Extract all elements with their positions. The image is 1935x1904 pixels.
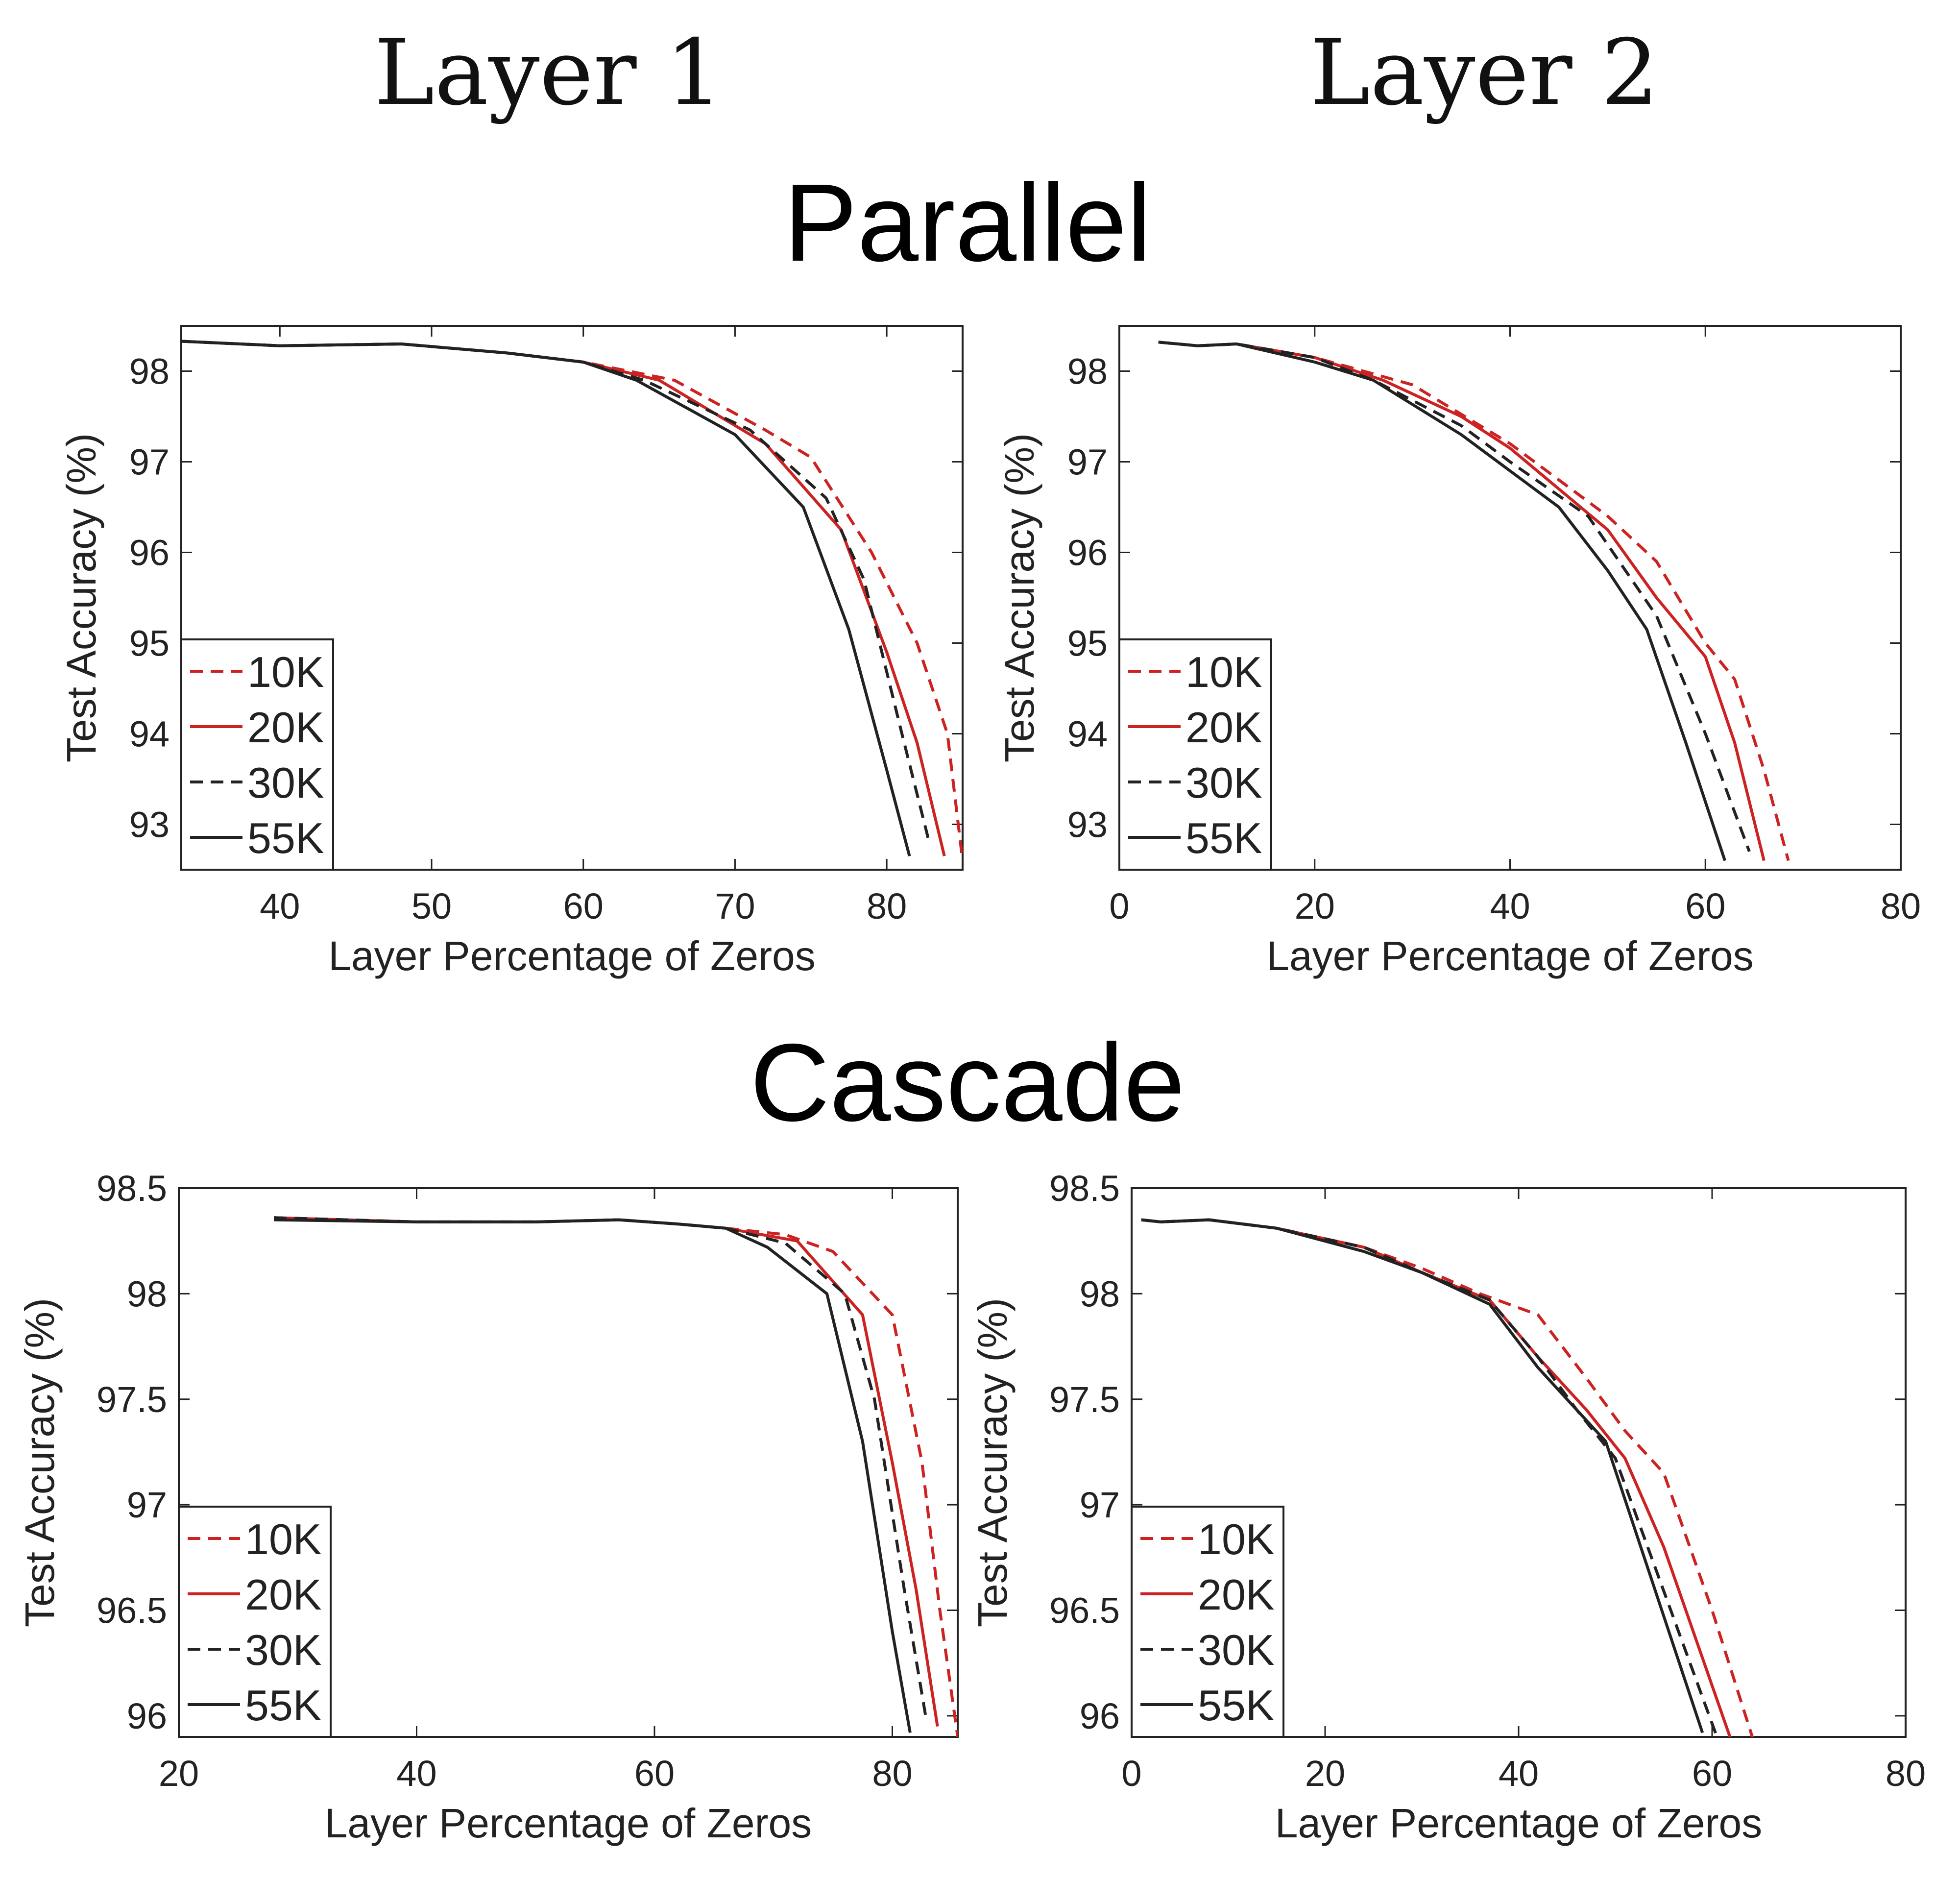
y-tick-label: 96 [1080,1696,1120,1736]
legend-box [178,1506,332,1738]
x-tick-label: 50 [411,886,452,927]
x-tick-label: 70 [715,886,755,927]
legend-label: 55K [1185,814,1262,862]
series-line-55k [274,1218,912,1733]
chart-panel-1: 40 50 60 70 80 93 94 95 96 97 98 Layer Percentage o… [58,325,964,979]
x-tick-label: 60 [1685,886,1725,927]
y-tick-label: 97 [1080,1485,1120,1525]
x-tick-label: 80 [1881,886,1921,927]
x-tick-label: 20 [159,1753,199,1794]
x-tick-label: 80 [867,886,907,927]
series-group [274,1216,958,1737]
legend-box [180,638,334,871]
legend-label: 30K [1185,758,1262,807]
y-tick-label: 94 [1067,714,1108,755]
x-axis-label: Layer Percentage of Zeros [328,933,816,979]
legend-box [1118,638,1272,871]
x-axis-label: Layer Percentage of Zeros [1275,1800,1763,1846]
y-tick-label: 97 [127,1485,167,1525]
x-tick-label: 60 [563,886,604,927]
series-line-55k [1158,341,1726,861]
y-tick-label: 98.5 [97,1168,167,1209]
series-line-55k [181,340,911,856]
x-tick-label: 40 [1499,1753,1539,1794]
legend-label: 10K [245,1515,322,1563]
x-tick-label: 0 [1121,1753,1141,1794]
series-line-10k [274,1216,958,1737]
legend-label: 10K [247,648,324,696]
x-tick-label: 80 [872,1753,912,1794]
y-tick-label: 96.5 [1049,1590,1120,1631]
x-tick-label: 40 [1490,886,1530,927]
legend-label: 55K [247,814,324,862]
series-group [1158,341,1790,861]
x-tick-label: 20 [1295,886,1335,927]
x-tick-label: 40 [260,886,300,927]
x-tick-label: 80 [1886,1753,1926,1794]
y-tick-label: 96.5 [97,1590,167,1631]
y-tick-label: 95 [129,623,169,664]
legend-label: 30K [245,1626,322,1674]
legend: 10K 20K 30K 55K [1118,638,1272,871]
series-line-55k [1141,1218,1704,1733]
chart-panel-4: 0 20 40 60 80 96 96.5 97 97.5 98 98.5 Layer Percent… [969,1168,1926,1846]
y-tick-label: 93 [1067,805,1108,845]
series-group [181,340,963,861]
x-tick-label: 40 [396,1753,436,1794]
y-tick-label: 98 [127,1273,167,1314]
series-group [1141,1218,1754,1737]
legend: 10K 20K 30K 55K [180,638,334,871]
y-tick-label: 96 [1067,533,1108,573]
x-axis-label: Layer Percentage of Zeros [325,1800,812,1846]
y-axis-label: Test Accuracy (%) [996,433,1042,762]
y-tick-label: 98 [1067,351,1108,392]
legend-label: 20K [1198,1570,1275,1619]
y-tick-label: 97.5 [97,1379,167,1420]
chart-panel-2: 0 20 40 60 80 93 94 95 96 97 98 Layer Percentage of… [996,325,1921,979]
legend-label: 55K [1198,1681,1275,1730]
x-tick-label: 60 [634,1753,675,1794]
series-line-30k [274,1216,927,1716]
legend: 10K 20K 30K 55K [1131,1506,1284,1738]
legend-label: 20K [247,703,324,752]
chart-panel-3: 20 40 60 80 96 96.5 97 97.5 98 98.5 Layer Percenta… [17,1168,959,1846]
y-axis-label: Test Accuracy (%) [969,1298,1016,1627]
legend-label: 30K [1198,1626,1275,1674]
section-title-parallel: Parallel [783,161,1152,284]
y-tick-label: 94 [129,714,169,755]
x-tick-label: 60 [1692,1753,1732,1794]
y-tick-label: 97 [129,442,169,483]
y-tick-label: 98.5 [1049,1168,1120,1209]
y-axis-label: Test Accuracy (%) [58,433,104,762]
legend-box [1131,1506,1284,1738]
y-tick-label: 97.5 [1049,1379,1120,1420]
legend-label: 10K [1185,648,1262,696]
column-title-layer-1: Layer 1 [374,20,724,125]
legend-label: 55K [245,1681,322,1730]
x-tick-label: 0 [1109,886,1129,927]
y-tick-label: 97 [1067,442,1108,483]
y-tick-label: 96 [129,533,169,573]
legend-label: 20K [245,1570,322,1619]
series-line-30k [181,340,931,843]
y-tick-label: 98 [1080,1273,1120,1314]
legend: 10K 20K 30K 55K [178,1506,332,1738]
legend-label: 20K [1185,703,1262,752]
y-axis-label: Test Accuracy (%) [17,1298,63,1627]
y-tick-label: 98 [129,351,169,392]
y-tick-label: 95 [1067,623,1108,664]
legend-label: 10K [1198,1515,1275,1563]
x-axis-label: Layer Percentage of Zeros [1266,933,1754,979]
y-tick-label: 93 [129,805,169,845]
section-title-cascade: Cascade [750,1021,1185,1144]
legend-label: 30K [247,758,324,807]
column-title-layer-2: Layer 2 [1309,20,1659,125]
y-tick-label: 96 [127,1696,167,1736]
x-tick-label: 20 [1305,1753,1345,1794]
